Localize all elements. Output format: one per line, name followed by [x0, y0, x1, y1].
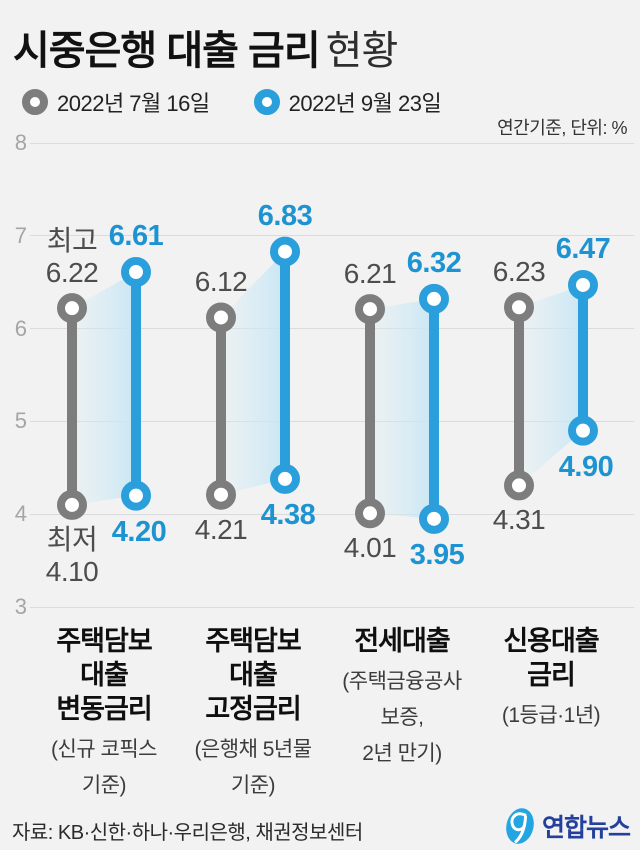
low-dot [270, 463, 300, 494]
gridline [30, 328, 634, 330]
gridline [30, 235, 634, 237]
value-label: 4.38 [260, 498, 316, 531]
source-note: 자료: KB·신한·하나·우리은행, 채권정보센터 [12, 822, 363, 844]
value-label: 최저 4.10 [45, 523, 99, 587]
range-bar [216, 317, 226, 495]
high-dot [270, 236, 300, 267]
page-title: 시중은행 대출 금리 현황 [13, 18, 399, 76]
value-label: 6.61 [108, 219, 164, 252]
category-detail: (주택금융공사 보증, 2년 만기) [342, 670, 462, 765]
high-dot [504, 292, 534, 323]
category-label: 신용대출 금리 (1등급·1년) [466, 624, 636, 734]
value-label: 4.31 [492, 504, 546, 536]
category-name: 전세대출 [354, 626, 450, 656]
low-dot [121, 480, 151, 511]
value-label: 6.32 [406, 246, 462, 279]
y-axis-tick: 3 [14, 594, 27, 619]
range-bar [429, 298, 439, 519]
legend-item-july: 2022년 7월 16일 [22, 86, 210, 118]
low-dot [419, 503, 449, 534]
high-dot [355, 294, 385, 325]
y-axis-tick: 7 [14, 222, 27, 248]
category-name: 주택담보 대출 고정금리 [205, 626, 301, 724]
yonhap-logo: 연합뉴스 [503, 804, 631, 848]
gray-donut-icon [22, 89, 48, 115]
legend-item-september: 2022년 9월 23일 [253, 86, 442, 118]
high-dot [419, 283, 449, 314]
high-dot [57, 293, 87, 324]
y-axis-tick: 6 [14, 315, 27, 341]
change-band [72, 271, 136, 505]
low-dot [206, 479, 236, 510]
low-dot [355, 498, 385, 529]
range-bar [365, 309, 375, 514]
value-label: 6.47 [555, 232, 611, 265]
range-bar [67, 308, 77, 505]
value-label: 4.90 [558, 450, 614, 483]
legend: 2022년 7월 16일 2022년 9월 23일 [22, 86, 442, 118]
category-detail: (신규 코픽스 기준) [51, 738, 157, 797]
legend-label: 2022년 7월 16일 [57, 91, 210, 116]
category-detail: (1등급·1년) [501, 704, 601, 727]
value-label: 최고 6.22 [45, 225, 99, 289]
legend-label: 2022년 9월 23일 [288, 91, 442, 116]
y-axis-tick: 5 [14, 408, 27, 434]
gridline [30, 606, 634, 608]
unit-note: 연간기준, 단위: % [497, 118, 627, 138]
yonhap-logo-icon [506, 808, 534, 844]
high-dot [568, 269, 598, 300]
change-band [370, 298, 434, 519]
yonhap-logo-text: 연합뉴스 [541, 814, 631, 842]
value-label: 6.21 [343, 258, 397, 290]
gridline [30, 142, 634, 144]
high-dot [121, 256, 151, 287]
gridline [30, 420, 634, 422]
range-bar [514, 307, 524, 486]
category-name: 신용대출 금리 [503, 626, 599, 690]
gridline [30, 513, 634, 515]
change-band [221, 251, 285, 495]
blue-donut-icon [253, 89, 280, 115]
value-label: 6.23 [492, 256, 546, 288]
value-label: 6.83 [257, 199, 313, 232]
low-dot [57, 489, 87, 520]
range-bar [578, 284, 588, 431]
range-bar [131, 271, 141, 496]
value-label: 4.21 [194, 513, 248, 545]
y-axis-tick: 8 [14, 130, 27, 155]
category-detail: (은행채 5년물 기준) [194, 738, 312, 797]
category-label: 주택담보 대출 변동금리 (신규 코픽스 기준) [19, 624, 189, 804]
value-label: 6.12 [194, 266, 248, 298]
low-dot [568, 415, 598, 446]
value-label: 3.95 [409, 538, 465, 571]
value-label: 4.01 [343, 532, 397, 564]
high-dot [206, 302, 236, 333]
page-title-sub: 현황 [325, 29, 399, 73]
change-band [519, 284, 583, 486]
category-label: 전세대출 (주택금융공사 보증, 2년 만기) [317, 624, 487, 772]
category-name: 주택담보 대출 변동금리 [56, 626, 152, 724]
page-title-main: 시중은행 대출 금리 [13, 29, 321, 73]
range-bar [280, 251, 290, 479]
low-dot [504, 470, 534, 501]
y-axis-tick: 4 [14, 501, 27, 527]
value-label: 4.20 [111, 515, 167, 548]
category-label: 주택담보 대출 고정금리 (은행채 5년물 기준) [168, 624, 338, 804]
